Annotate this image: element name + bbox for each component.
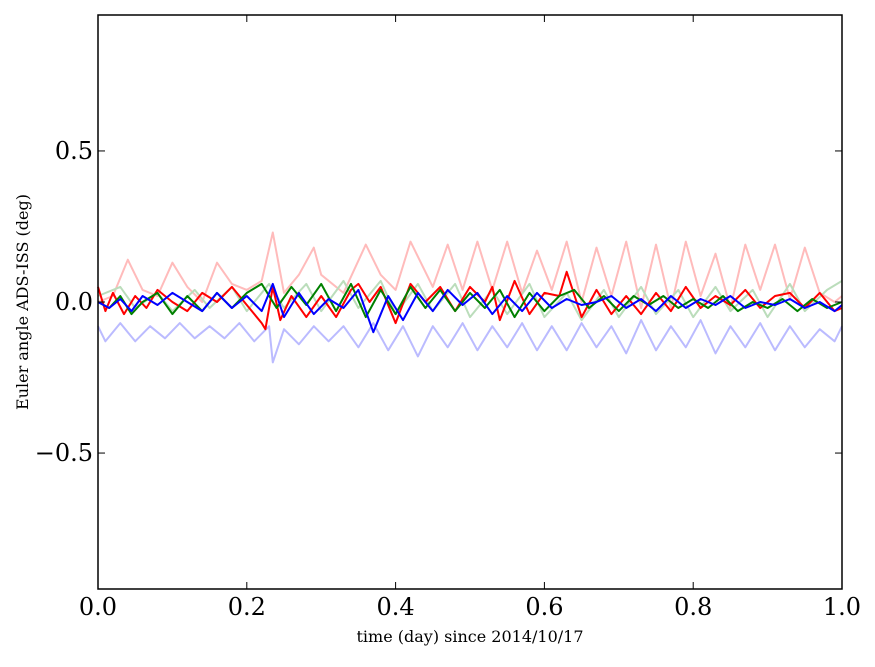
x-tick-label: 0.8 [674, 593, 712, 621]
series-line-1 [97, 231, 843, 309]
series-line-3 [97, 319, 843, 364]
y-tick-label: 0.5 [55, 137, 93, 165]
y-tick-label: 0.0 [55, 288, 93, 316]
series-line-6 [97, 282, 843, 334]
x-tick-label: 1.0 [823, 593, 861, 621]
y-axis-label: Euler angle ADS-ISS (deg) [13, 194, 32, 410]
x-tick-label: 0.6 [525, 593, 563, 621]
x-axis-label: time (day) since 2014/10/17 [356, 627, 583, 646]
x-tick-label: 0.2 [228, 593, 266, 621]
x-tick-label: 0.4 [377, 593, 415, 621]
x-tick-label: 0.0 [79, 593, 117, 621]
y-tick-label: −0.5 [35, 439, 93, 467]
tick-layer: 0.0 0.2 0.4 0.6 0.8 1.0 −0.5 0.0 0.5 [35, 15, 861, 621]
series-layer [97, 231, 843, 364]
